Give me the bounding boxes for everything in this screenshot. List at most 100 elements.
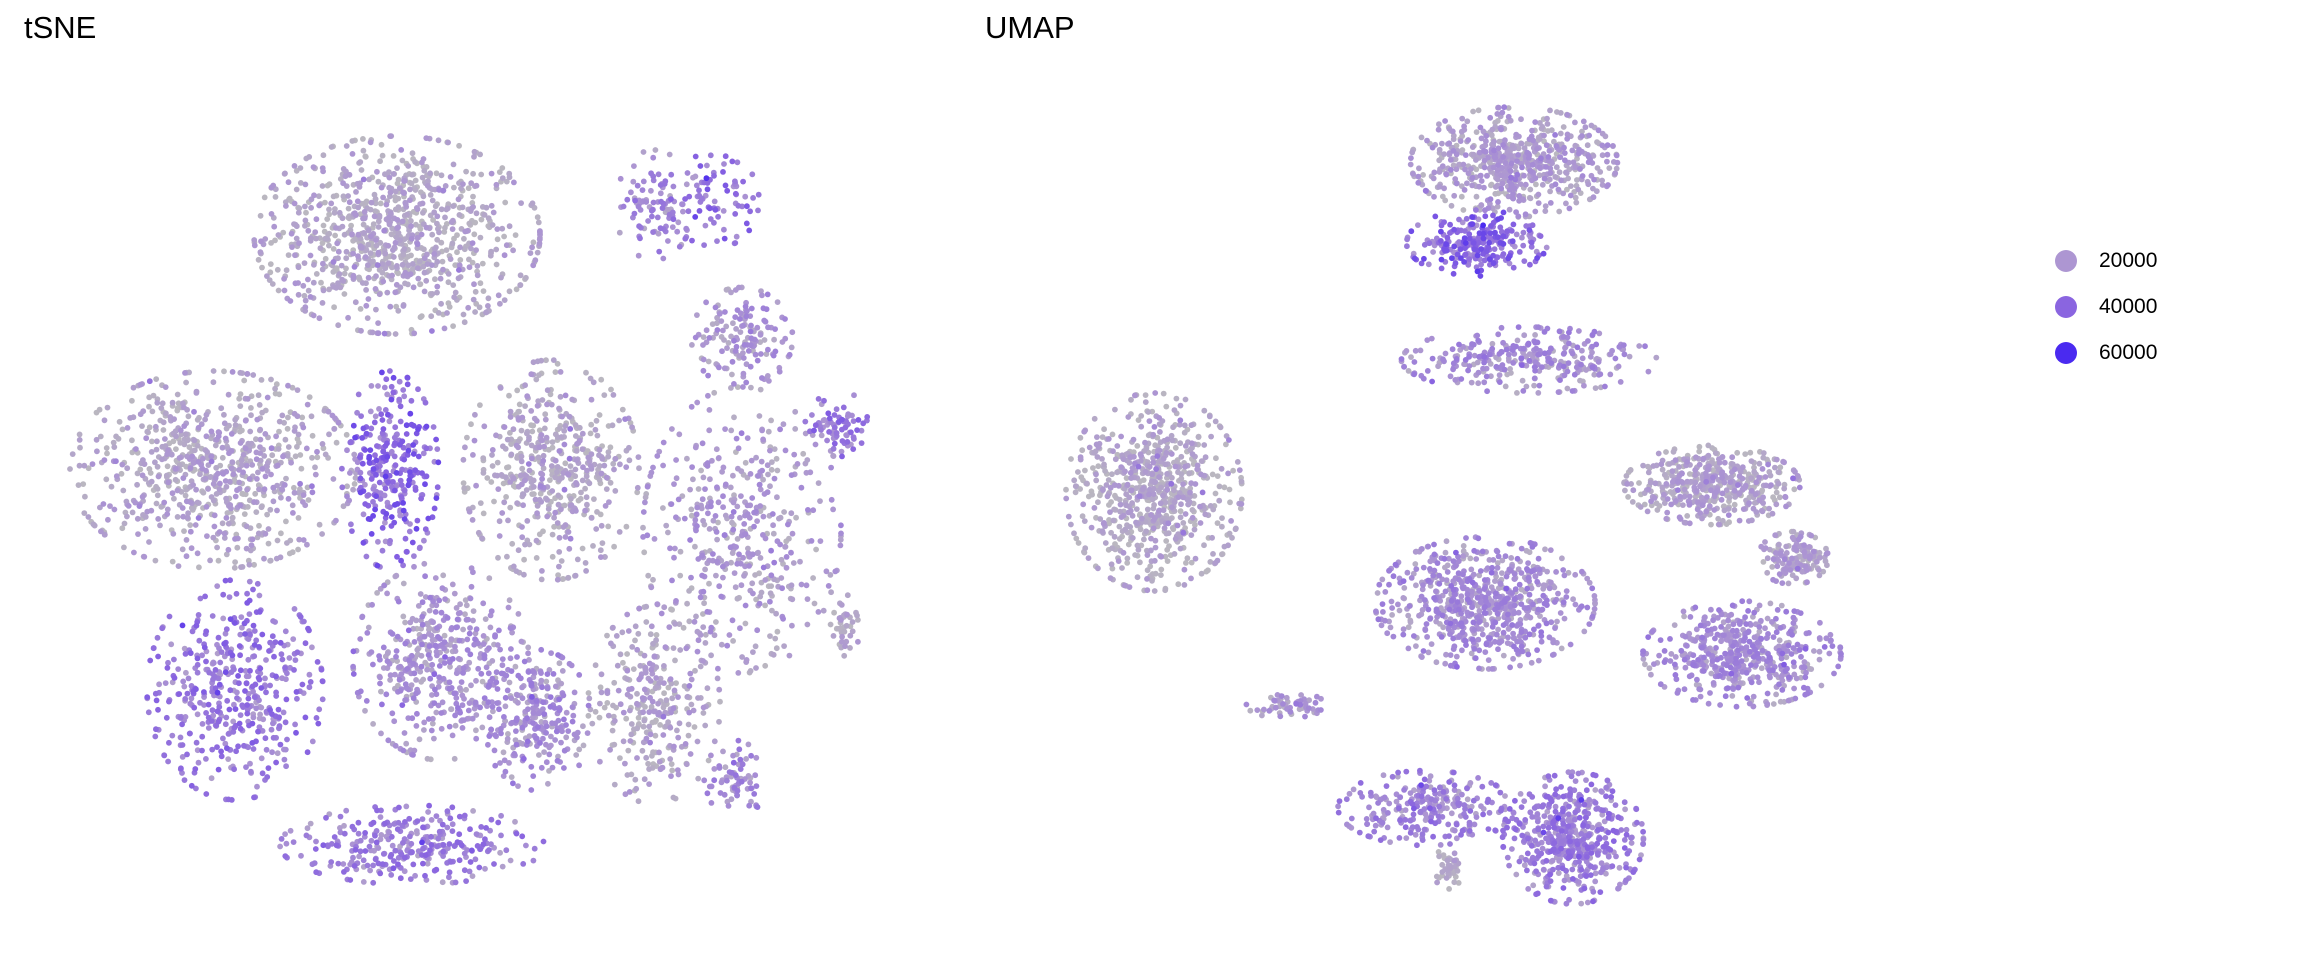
data-point <box>504 436 511 443</box>
data-point <box>486 682 492 689</box>
data-point <box>116 418 123 425</box>
data-point <box>471 437 478 444</box>
data-point <box>253 449 260 456</box>
data-point <box>290 636 297 642</box>
data-point <box>547 703 554 710</box>
data-point <box>471 231 478 238</box>
data-point <box>345 314 351 321</box>
data-point <box>565 728 572 734</box>
data-point <box>515 699 521 706</box>
data-point <box>283 203 289 209</box>
data-point <box>522 403 528 409</box>
data-point <box>697 663 704 670</box>
data-point <box>264 511 270 518</box>
data-point <box>620 738 627 745</box>
data-point <box>374 807 380 814</box>
data-point <box>231 564 238 571</box>
data-point <box>394 826 401 833</box>
data-point <box>480 455 487 461</box>
data-point <box>513 717 520 724</box>
data-point <box>355 253 361 259</box>
data-point <box>213 464 220 471</box>
data-point <box>622 416 628 422</box>
data-point <box>686 683 693 689</box>
data-point <box>452 648 459 654</box>
data-point <box>576 437 583 444</box>
data-point <box>200 489 207 496</box>
data-point <box>460 456 467 463</box>
data-point <box>560 576 567 582</box>
data-point <box>399 218 406 225</box>
data-point <box>691 724 698 730</box>
data-point <box>465 616 471 623</box>
data-point <box>440 848 447 855</box>
data-point <box>765 346 771 353</box>
data-point <box>830 633 837 639</box>
data-point <box>260 716 267 723</box>
data-point <box>446 685 453 692</box>
data-point <box>720 493 726 500</box>
data-point <box>684 170 691 176</box>
data-point <box>357 306 364 312</box>
data-point <box>340 193 347 200</box>
data-point <box>703 299 709 306</box>
data-point <box>506 760 512 766</box>
data-point <box>549 439 556 445</box>
data-point <box>777 426 783 433</box>
data-point <box>412 159 418 165</box>
data-point <box>745 348 752 354</box>
data-point <box>447 174 454 180</box>
data-point <box>700 474 707 481</box>
data-point <box>738 778 745 785</box>
data-point <box>554 757 561 764</box>
data-point <box>634 690 640 697</box>
data-point <box>720 208 727 214</box>
data-point <box>422 872 428 879</box>
data-point <box>311 261 317 268</box>
data-point <box>707 152 714 159</box>
data-point <box>776 515 782 522</box>
data-point <box>601 462 608 469</box>
data-point <box>505 604 512 611</box>
data-point <box>395 230 402 236</box>
data-point <box>640 709 646 716</box>
data-point <box>440 266 446 273</box>
data-point <box>524 715 530 721</box>
data-point <box>336 209 343 216</box>
data-point <box>337 825 343 831</box>
data-point <box>523 487 530 493</box>
data-point <box>505 464 512 470</box>
data-point <box>475 529 482 536</box>
data-point <box>548 463 555 469</box>
data-point <box>428 632 435 639</box>
data-point <box>429 661 436 668</box>
data-point <box>375 330 382 337</box>
data-point <box>299 414 306 421</box>
data-point <box>544 497 551 503</box>
data-point <box>723 286 730 293</box>
data-point <box>448 636 455 643</box>
data-point <box>582 560 589 566</box>
data-point <box>493 432 499 439</box>
data-point <box>788 582 795 589</box>
data-point <box>427 170 433 177</box>
data-point <box>502 199 509 206</box>
data-point <box>699 496 706 503</box>
data-point <box>828 464 834 471</box>
data-point <box>642 704 648 710</box>
data-point <box>334 240 341 247</box>
data-point <box>747 471 754 477</box>
data-point <box>650 199 657 206</box>
data-point <box>554 576 561 583</box>
data-point <box>238 564 244 570</box>
data-point <box>270 734 277 741</box>
data-point <box>734 503 741 510</box>
data-point <box>303 445 310 452</box>
data-point <box>359 614 365 621</box>
data-point <box>598 522 605 529</box>
data-point <box>299 681 306 688</box>
data-point <box>373 839 380 846</box>
data-point <box>414 646 421 653</box>
data-point <box>363 199 369 206</box>
data-point <box>473 735 480 742</box>
